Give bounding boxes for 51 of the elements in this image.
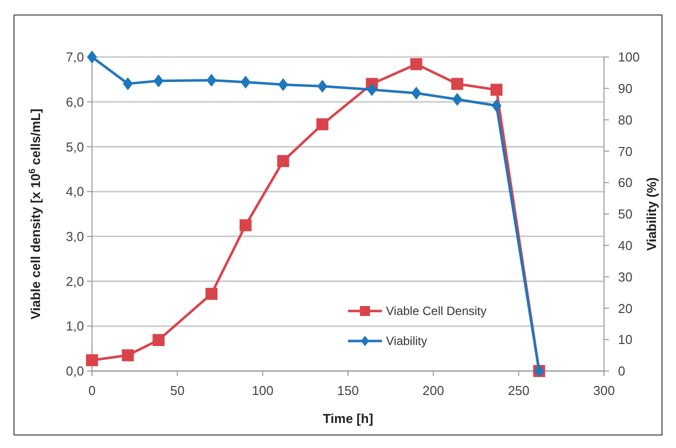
x-axis-title: Time [h] <box>322 411 374 426</box>
y2-tick-label: 80 <box>618 112 632 128</box>
point <box>452 92 462 106</box>
y2-tick-label: 100 <box>618 50 640 65</box>
point <box>451 78 464 90</box>
x-tick-label: 300 <box>593 383 615 398</box>
y-tick-label: 0,0 <box>66 364 84 379</box>
point <box>122 349 134 362</box>
y2-tick-label: 50 <box>618 206 632 222</box>
y2-tick-label: 40 <box>618 238 632 253</box>
point <box>122 77 133 90</box>
y-tick-label: 6,0 <box>66 94 84 110</box>
legend-label: Viability <box>386 334 428 348</box>
x-tick-label: 150 <box>337 383 359 398</box>
point <box>154 74 164 88</box>
y2-tick-label: 10 <box>618 332 632 348</box>
x-tick-label: 50 <box>170 383 185 398</box>
point <box>278 78 288 92</box>
y-tick-label: 1,0 <box>66 318 84 334</box>
x-tick-label: 100 <box>252 383 274 398</box>
point <box>411 86 422 100</box>
y2-tick-label: 70 <box>618 144 632 159</box>
y-tick-label: 7,0 <box>66 50 84 65</box>
point <box>152 334 165 346</box>
point <box>205 288 218 300</box>
x-tick-label: 0 <box>88 383 96 398</box>
y-tick-label: 5,0 <box>66 139 84 154</box>
point <box>410 58 422 70</box>
legend-label: Viable Cell Density <box>386 304 486 318</box>
point <box>240 219 252 232</box>
point <box>206 74 216 87</box>
x-tick-label: 200 <box>422 383 444 398</box>
y2-tick-label: 0 <box>618 364 626 379</box>
y2-tick-label: 60 <box>618 175 632 190</box>
point <box>87 50 97 64</box>
y-tick-label: 4,0 <box>66 184 84 200</box>
point <box>316 118 328 130</box>
y-tick-label: 2,0 <box>66 274 84 289</box>
point <box>240 76 251 89</box>
point <box>366 83 377 96</box>
point <box>490 84 502 96</box>
x-tick-label: 250 <box>508 383 530 398</box>
y2-tick-label: 20 <box>618 300 632 316</box>
point <box>317 80 328 93</box>
point <box>86 354 98 366</box>
y2-axis-title: Viability (%) <box>644 177 659 251</box>
y2-tick-label: 90 <box>618 80 632 96</box>
point <box>491 99 502 112</box>
y-tick-label: 3,0 <box>66 228 84 244</box>
point <box>277 155 290 168</box>
y2-tick-label: 30 <box>618 269 632 284</box>
